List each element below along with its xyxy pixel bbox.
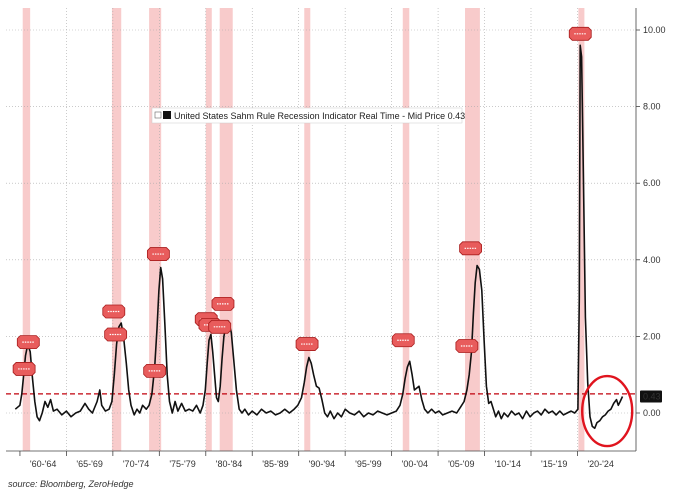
recession-band-9 (578, 8, 585, 451)
legend-label: United States Sahm Rule Recession Indica… (174, 111, 465, 121)
recession-band-5 (219, 8, 233, 451)
recession-band-2 (111, 8, 122, 451)
x-tick-label-10: '10-'14 (495, 459, 521, 469)
x-tick-label-8: '00-'04 (402, 459, 428, 469)
recession-band-1 (22, 8, 31, 451)
x-tick-label-1: '65-'69 (76, 459, 102, 469)
y-tick-label-4: 8.00 (643, 102, 661, 112)
legend: United States Sahm Rule Recession Indica… (151, 107, 465, 124)
x-tick-label-11: '15-'19 (541, 459, 567, 469)
last-value-text: 0.43 (643, 392, 661, 402)
x-tick-label-6: '90-'94 (309, 459, 335, 469)
x-axis-ticks: '60-'64 '65-'69 '70-'74 '75-'79 '80-'84 '85-'… (19, 451, 614, 469)
x-tick-label-7: '95-'99 (355, 459, 381, 469)
sahm-indicator-series-line (14, 44, 624, 430)
x-tick-label-2: '70-'74 (123, 459, 149, 469)
latest-readings-circle (580, 374, 634, 448)
last-value-badge: 0.43 (640, 390, 662, 403)
y-axis-ticks: 0.00 2.00 4.00 6.00 8.00 10.00 (636, 25, 666, 418)
y-tick-label-5: 10.00 (643, 25, 666, 35)
legend-swatch-outline (154, 111, 162, 119)
recession-band-4 (205, 8, 212, 451)
x-tick-label-4: '80-'84 (216, 459, 242, 469)
y-tick-label-1: 2.00 (643, 331, 661, 341)
x-tick-label-12: '20-'24 (587, 459, 613, 469)
x-tick-label-5: '85-'89 (262, 459, 288, 469)
y-tick-label-2: 4.00 (643, 255, 661, 265)
y-tick-label-3: 6.00 (643, 178, 661, 188)
legend-swatch (163, 111, 171, 119)
y-tick-label-0: 0.00 (643, 408, 661, 418)
x-tick-label-0: '60-'64 (30, 459, 56, 469)
x-tick-label-9: '05-'09 (448, 459, 474, 469)
legend-box (151, 107, 463, 124)
recession-band-7 (402, 8, 410, 451)
x-tick-label-3: '75-'79 (169, 459, 195, 469)
last-value-box (640, 390, 662, 403)
recession-band-6 (304, 8, 311, 451)
source-note: source: Bloomberg, ZeroHedge (8, 479, 134, 489)
gridlines (6, 8, 637, 452)
recession-stop-markers (12, 26, 592, 378)
